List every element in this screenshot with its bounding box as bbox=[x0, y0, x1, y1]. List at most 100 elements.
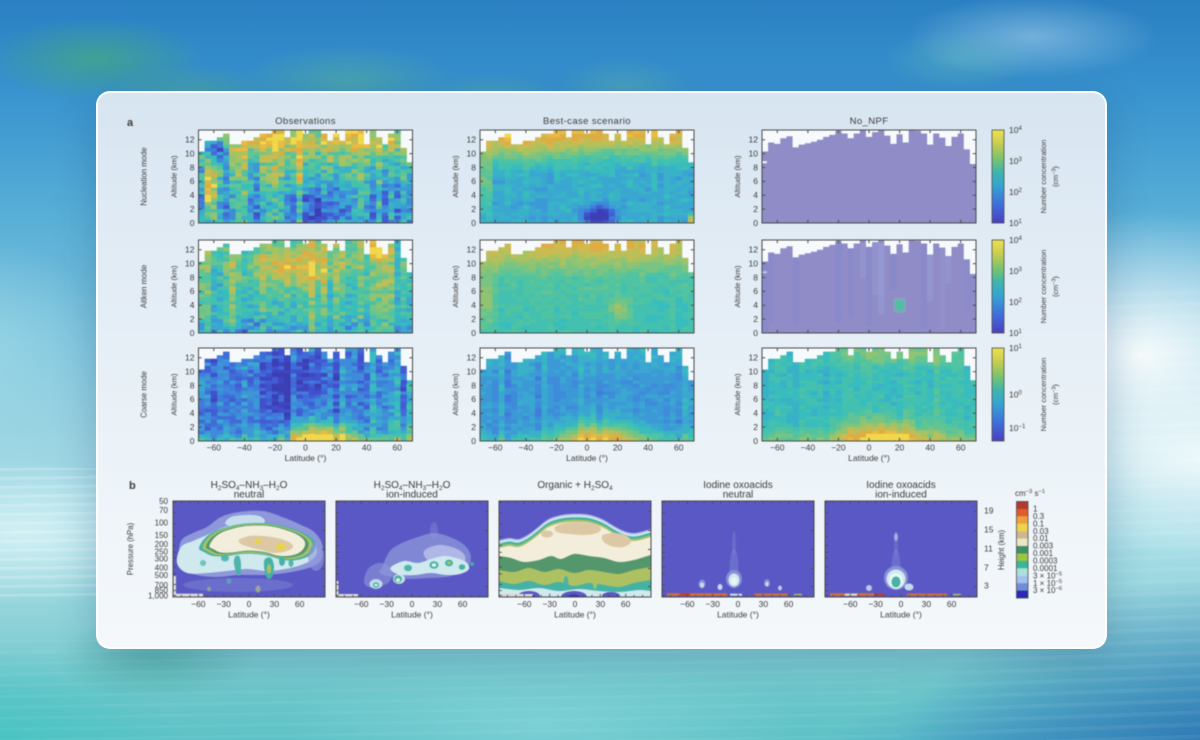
svg-text:Latitude (°): Latitude (°) bbox=[717, 610, 759, 620]
svg-text:neutral: neutral bbox=[234, 490, 265, 501]
svg-text:−60: −60 bbox=[680, 599, 695, 609]
svg-text:0: 0 bbox=[867, 443, 872, 453]
svg-text:0.03: 0.03 bbox=[1033, 527, 1049, 536]
svg-text:6: 6 bbox=[753, 394, 758, 404]
svg-text:6: 6 bbox=[471, 394, 476, 404]
svg-text:101: 101 bbox=[1009, 343, 1022, 353]
svg-text:101: 101 bbox=[1009, 328, 1022, 338]
svg-text:neutral: neutral bbox=[723, 490, 754, 501]
svg-text:0: 0 bbox=[753, 436, 758, 446]
svg-text:60: 60 bbox=[392, 443, 402, 453]
svg-text:10−1: 10−1 bbox=[1009, 423, 1026, 433]
svg-text:12: 12 bbox=[185, 135, 195, 145]
svg-text:20: 20 bbox=[895, 443, 905, 453]
svg-text:700: 700 bbox=[155, 581, 169, 590]
svg-text:8: 8 bbox=[190, 272, 195, 282]
svg-text:Latitude (°): Latitude (°) bbox=[880, 610, 922, 620]
svg-text:0: 0 bbox=[753, 328, 758, 338]
svg-text:102: 102 bbox=[1009, 297, 1022, 307]
svg-text:12: 12 bbox=[749, 245, 759, 255]
svg-text:8: 8 bbox=[190, 162, 195, 172]
svg-text:60: 60 bbox=[784, 599, 794, 609]
svg-text:0: 0 bbox=[190, 436, 195, 446]
svg-text:4: 4 bbox=[190, 190, 195, 200]
svg-text:cm−3 s−1: cm−3 s−1 bbox=[1015, 489, 1045, 498]
svg-text:200: 200 bbox=[155, 540, 169, 549]
svg-text:60: 60 bbox=[458, 599, 468, 609]
svg-text:H2SO4–NH3–H2O: H2SO4–NH3–H2O bbox=[374, 480, 451, 492]
svg-text:Pressure (hPa): Pressure (hPa) bbox=[126, 522, 135, 575]
svg-text:Nucleation mode: Nucleation mode bbox=[140, 147, 149, 206]
svg-text:150: 150 bbox=[155, 531, 169, 540]
svg-text:a: a bbox=[127, 117, 134, 129]
svg-text:0.003: 0.003 bbox=[1033, 542, 1054, 551]
svg-text:100: 100 bbox=[155, 519, 169, 528]
svg-text:0.1: 0.1 bbox=[1033, 519, 1045, 528]
svg-text:30: 30 bbox=[433, 599, 443, 609]
svg-text:400: 400 bbox=[155, 563, 169, 572]
svg-text:4: 4 bbox=[471, 300, 476, 310]
svg-text:Latitude (°): Latitude (°) bbox=[566, 453, 608, 463]
svg-text:60: 60 bbox=[947, 599, 957, 609]
svg-text:2: 2 bbox=[753, 422, 758, 432]
svg-text:H2SO4–NH3–H2O: H2SO4–NH3–H2O bbox=[211, 480, 288, 492]
svg-text:10: 10 bbox=[185, 258, 195, 268]
svg-text:−40: −40 bbox=[801, 443, 816, 453]
svg-text:Latitude (°): Latitude (°) bbox=[848, 453, 890, 463]
svg-text:−30: −30 bbox=[542, 599, 557, 609]
svg-text:Observations: Observations bbox=[275, 116, 336, 127]
svg-text:10: 10 bbox=[467, 258, 477, 268]
svg-text:3 × 10−6: 3 × 10−6 bbox=[1033, 586, 1062, 595]
svg-text:60: 60 bbox=[621, 599, 631, 609]
svg-text:300: 300 bbox=[155, 554, 169, 563]
svg-text:40: 40 bbox=[643, 443, 653, 453]
svg-text:8: 8 bbox=[753, 272, 758, 282]
svg-text:30: 30 bbox=[759, 599, 769, 609]
svg-text:Altitude (km): Altitude (km) bbox=[451, 373, 460, 416]
svg-text:2: 2 bbox=[471, 422, 476, 432]
svg-text:0.3: 0.3 bbox=[1033, 512, 1045, 521]
svg-text:0: 0 bbox=[471, 436, 476, 446]
svg-text:0: 0 bbox=[410, 599, 415, 609]
svg-text:0: 0 bbox=[585, 443, 590, 453]
svg-text:0: 0 bbox=[190, 328, 195, 338]
svg-text:60: 60 bbox=[295, 599, 305, 609]
svg-text:Latitude (°): Latitude (°) bbox=[228, 610, 270, 620]
svg-text:2: 2 bbox=[753, 314, 758, 324]
svg-text:−60: −60 bbox=[517, 599, 532, 609]
svg-text:Coarse mode: Coarse mode bbox=[140, 371, 149, 418]
svg-text:101: 101 bbox=[1009, 218, 1022, 228]
svg-text:Latitude (°): Latitude (°) bbox=[391, 610, 433, 620]
svg-text:−60: −60 bbox=[354, 599, 369, 609]
svg-text:Altitude (km): Altitude (km) bbox=[170, 373, 179, 416]
svg-text:12: 12 bbox=[467, 135, 477, 145]
svg-text:40: 40 bbox=[362, 443, 372, 453]
svg-text:19: 19 bbox=[984, 506, 994, 516]
svg-text:6: 6 bbox=[190, 286, 195, 296]
svg-text:0: 0 bbox=[899, 599, 904, 609]
svg-text:−40: −40 bbox=[237, 443, 252, 453]
svg-text:−60: −60 bbox=[207, 443, 222, 453]
svg-text:60: 60 bbox=[956, 443, 966, 453]
svg-text:Latitude (°): Latitude (°) bbox=[285, 453, 327, 463]
svg-text:Organic + H2SO4: Organic + H2SO4 bbox=[537, 480, 613, 492]
svg-text:6: 6 bbox=[190, 176, 195, 186]
svg-text:40: 40 bbox=[925, 443, 935, 453]
svg-text:103: 103 bbox=[1009, 156, 1022, 166]
svg-text:Height (km): Height (km) bbox=[997, 529, 1006, 570]
svg-text:10: 10 bbox=[185, 148, 195, 158]
svg-text:4: 4 bbox=[471, 408, 476, 418]
svg-text:Altitude (km): Altitude (km) bbox=[733, 265, 742, 308]
svg-text:0: 0 bbox=[471, 328, 476, 338]
svg-text:−60: −60 bbox=[843, 599, 858, 609]
svg-text:10: 10 bbox=[749, 366, 759, 376]
svg-text:0: 0 bbox=[247, 599, 252, 609]
svg-text:−20: −20 bbox=[831, 443, 846, 453]
svg-text:2: 2 bbox=[190, 422, 195, 432]
svg-text:6: 6 bbox=[753, 176, 758, 186]
svg-text:7: 7 bbox=[984, 563, 989, 573]
svg-text:10: 10 bbox=[749, 148, 759, 158]
svg-text:104: 104 bbox=[1009, 125, 1022, 135]
svg-text:ion-induced: ion-induced bbox=[875, 490, 927, 501]
svg-text:Latitude (°): Latitude (°) bbox=[554, 610, 596, 620]
